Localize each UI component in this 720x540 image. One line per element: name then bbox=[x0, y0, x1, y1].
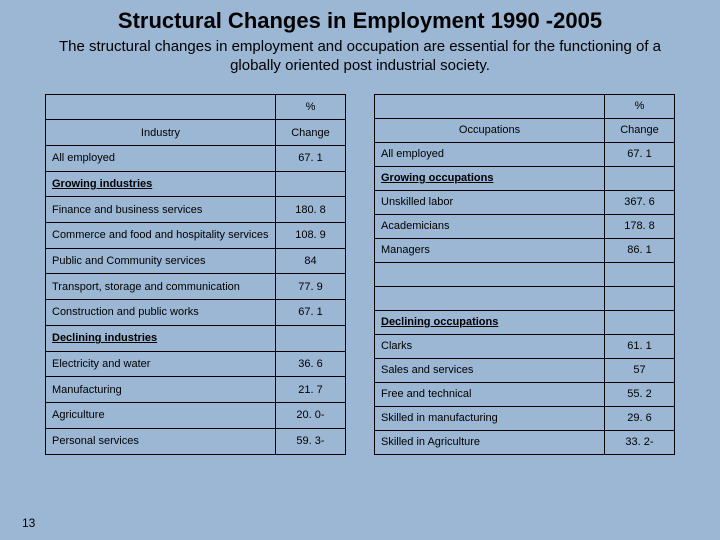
percent-header: % bbox=[605, 94, 675, 118]
cell-value: 178. 8 bbox=[605, 214, 675, 238]
all-employed-label: All employed bbox=[375, 142, 605, 166]
row-label: Unskilled labor bbox=[375, 190, 605, 214]
cell-value: 180. 8 bbox=[276, 197, 346, 223]
cell-value bbox=[605, 262, 675, 286]
row-label: Transport, storage and communication bbox=[46, 274, 276, 300]
row-label: Academicians bbox=[375, 214, 605, 238]
subtitle: The structural changes in employment and… bbox=[18, 38, 702, 76]
row-label: Electricity and water bbox=[46, 351, 276, 377]
declining-industries-header: Declining industries bbox=[46, 325, 276, 351]
row-label: Skilled in manufacturing bbox=[375, 406, 605, 430]
all-employed-label: All employed bbox=[46, 145, 276, 171]
row-label: Sales and services bbox=[375, 358, 605, 382]
cell-value: 20. 0- bbox=[276, 402, 346, 428]
row-label: Finance and business services bbox=[46, 197, 276, 223]
row-label: Skilled in Agriculture bbox=[375, 430, 605, 454]
row-label bbox=[375, 286, 605, 310]
row-label: Free and technical bbox=[375, 382, 605, 406]
declining-occupations-header: Declining occupations bbox=[375, 310, 605, 334]
cell-value: 108. 9 bbox=[276, 223, 346, 249]
cell-value: 61. 1 bbox=[605, 334, 675, 358]
cell-value: 67. 1 bbox=[276, 145, 346, 171]
row-label bbox=[375, 262, 605, 286]
cell-value: 55. 2 bbox=[605, 382, 675, 406]
row-label: Agriculture bbox=[46, 402, 276, 428]
row-label: Clarks bbox=[375, 334, 605, 358]
change-header: Change bbox=[605, 118, 675, 142]
percent-header: % bbox=[276, 94, 346, 120]
growing-industries-header: Growing industries bbox=[46, 171, 276, 197]
cell-value: 84 bbox=[276, 248, 346, 274]
change-header: Change bbox=[276, 120, 346, 146]
row-label: Personal services bbox=[46, 428, 276, 454]
industry-header: Industry bbox=[46, 120, 276, 146]
page-number: 13 bbox=[22, 516, 35, 530]
page-title: Structural Changes in Employment 1990 -2… bbox=[18, 8, 702, 34]
cell-value: 36. 6 bbox=[276, 351, 346, 377]
occupations-table: % Occupations Change All employed 67. 1 … bbox=[374, 94, 675, 455]
row-label: Managers bbox=[375, 238, 605, 262]
cell-value: 67. 1 bbox=[276, 300, 346, 326]
cell-value: 86. 1 bbox=[605, 238, 675, 262]
cell-value: 29. 6 bbox=[605, 406, 675, 430]
row-label: Manufacturing bbox=[46, 377, 276, 403]
cell-value: 367. 6 bbox=[605, 190, 675, 214]
row-label: Public and Community services bbox=[46, 248, 276, 274]
cell-value: 77. 9 bbox=[276, 274, 346, 300]
cell-value: 59. 3- bbox=[276, 428, 346, 454]
cell-value: 67. 1 bbox=[605, 142, 675, 166]
cell-value: 33. 2- bbox=[605, 430, 675, 454]
cell-value: 21. 7 bbox=[276, 377, 346, 403]
occupations-header: Occupations bbox=[375, 118, 605, 142]
growing-occupations-header: Growing occupations bbox=[375, 166, 605, 190]
row-label: Construction and public works bbox=[46, 300, 276, 326]
cell-value: 57 bbox=[605, 358, 675, 382]
row-label: Commerce and food and hospitality servic… bbox=[46, 223, 276, 249]
cell-value bbox=[605, 286, 675, 310]
tables-container: % Industry Change All employed 67. 1 Gro… bbox=[18, 94, 702, 455]
industry-table: % Industry Change All employed 67. 1 Gro… bbox=[45, 94, 346, 455]
